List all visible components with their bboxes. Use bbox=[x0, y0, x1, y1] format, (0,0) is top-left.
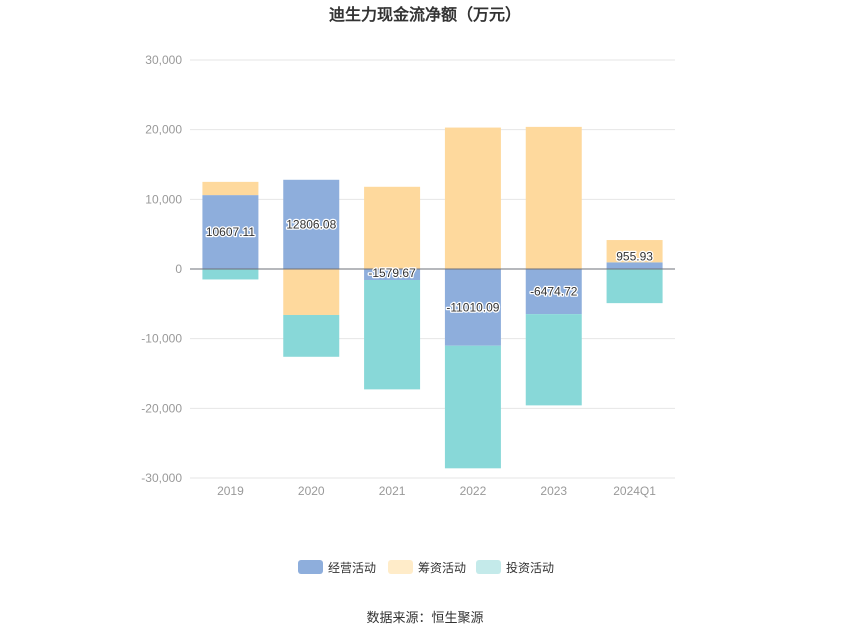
data-label: -6474.72 bbox=[530, 285, 578, 299]
bar bbox=[364, 269, 421, 281]
x-tick-label: 2020 bbox=[298, 484, 325, 498]
y-tick-label: 30,000 bbox=[145, 53, 182, 67]
bar bbox=[444, 269, 501, 346]
bar bbox=[202, 269, 259, 280]
bar bbox=[283, 314, 340, 357]
bar bbox=[444, 345, 501, 469]
y-tick-label: 20,000 bbox=[145, 123, 182, 137]
chart-title: 迪生力现金流净额（万元） bbox=[329, 5, 521, 24]
y-tick-label: 10,000 bbox=[145, 192, 182, 206]
data-label: -1579.67 bbox=[368, 266, 416, 280]
bar bbox=[364, 186, 421, 269]
x-tick-label: 2023 bbox=[540, 484, 567, 498]
legend-swatch bbox=[388, 560, 413, 574]
legend-item[interactable]: 经营活动 bbox=[298, 560, 376, 575]
legend-swatch bbox=[476, 560, 501, 574]
data-label: 12806.08 bbox=[286, 217, 336, 231]
bars bbox=[202, 126, 663, 469]
x-tick-label: 2024Q1 bbox=[613, 484, 656, 498]
bar bbox=[606, 269, 663, 304]
bar bbox=[525, 126, 582, 269]
legend-label: 投资活动 bbox=[506, 560, 554, 575]
y-tick-label: -20,000 bbox=[141, 401, 182, 415]
y-tick-label: -30,000 bbox=[141, 471, 182, 485]
y-tick-label: 0 bbox=[175, 262, 182, 276]
source-note: 数据来源：恒生聚源 bbox=[366, 611, 483, 626]
data-label: 955.93 bbox=[616, 249, 653, 263]
bar bbox=[525, 269, 582, 315]
legend-item[interactable]: 筹资活动 bbox=[388, 560, 466, 575]
legend[interactable]: 经营活动 筹资活动 投资活动 bbox=[298, 560, 554, 575]
bar bbox=[606, 240, 663, 263]
bar bbox=[202, 181, 259, 196]
data-label: -11010.09 bbox=[446, 300, 499, 314]
data-label: 10607.11 bbox=[206, 225, 255, 239]
bar bbox=[202, 195, 259, 269]
bar bbox=[283, 269, 340, 315]
bar bbox=[606, 262, 663, 269]
x-tick-label: 2022 bbox=[460, 484, 487, 498]
x-tick-label: 2021 bbox=[379, 484, 406, 498]
legend-item[interactable]: 投资活动 bbox=[476, 560, 554, 575]
bar bbox=[525, 314, 582, 406]
y-tick-label: -10,000 bbox=[141, 332, 182, 346]
axes: 30,000 20,000 10,000 0 -10,000 -20,000 -30,000… bbox=[141, 53, 675, 498]
data-labels: 10607.11 12806.08 -1579.67 -11010.09 -6474.7… bbox=[205, 216, 655, 315]
bar bbox=[444, 127, 501, 270]
x-tick-label: 2019 bbox=[217, 484, 244, 498]
legend-label: 经营活动 bbox=[328, 561, 376, 575]
legend-label: 筹资活动 bbox=[418, 561, 466, 575]
bar bbox=[283, 179, 340, 269]
bar bbox=[364, 280, 421, 390]
legend-swatch bbox=[298, 560, 323, 574]
